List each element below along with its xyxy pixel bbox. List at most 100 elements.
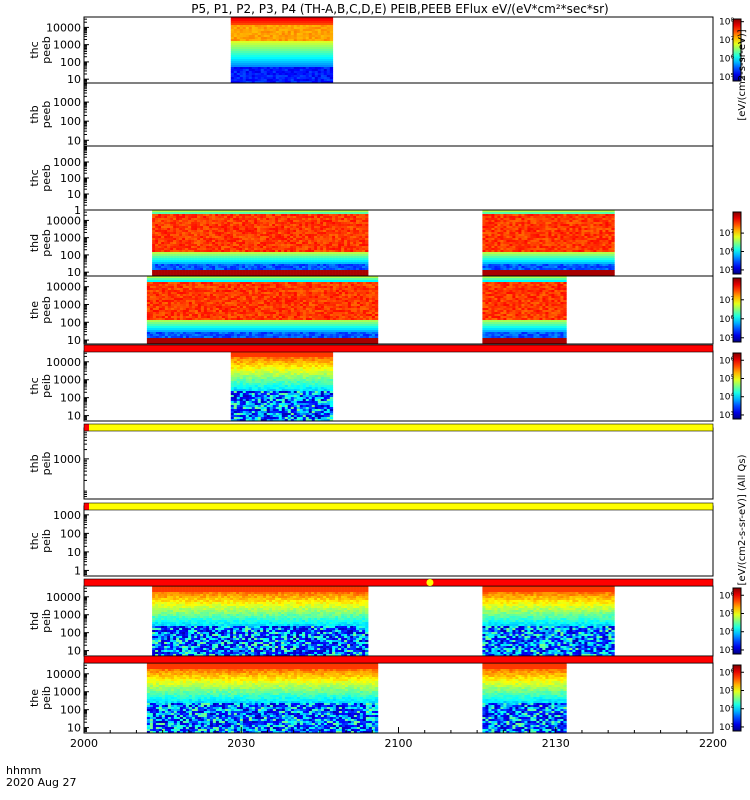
colorbar: 10⁷ 10⁶ 10⁵	[719, 277, 744, 344]
spectrogram-segment	[152, 586, 369, 657]
colorbar-tick-label: 10⁵	[719, 609, 734, 619]
x-axis: 2000 2030 2100 2130 2200	[70, 727, 727, 750]
panel-thc-peib: 10000 1000 100 10 thc peib 10⁶ 10⁵ 10⁴ 10³	[28, 350, 744, 423]
band-marker-dot	[426, 579, 434, 586]
spectrogram-segment	[482, 586, 615, 657]
panel-the-peib: 10000 1000 100 10 the peib 10⁶ 10⁵ 10⁴ 10³	[28, 662, 744, 735]
chart-title: P5, P1, P2, P3, P4 (TH-A,B,C,D,E) PEIB,P…	[191, 2, 608, 16]
colorbar-gradient	[732, 277, 742, 343]
colorbar-tick-label: 10⁶	[719, 356, 734, 366]
y-tick-label: 10000	[46, 214, 81, 227]
y-tick-label: 10000	[46, 21, 81, 34]
panel-probe-label: the	[28, 689, 41, 707]
panel-product-label: peeb	[40, 101, 53, 129]
status-band	[84, 503, 713, 510]
y-tick-label: 100	[60, 115, 81, 128]
status-band-frame	[83, 578, 714, 587]
colorbar: 10⁶ 10⁵ 10⁴ 10³	[719, 352, 744, 421]
status-band-frame	[83, 344, 714, 353]
panel-frame	[83, 505, 714, 577]
y-tick-label: 1	[74, 564, 81, 577]
panel-thd-peeb: 10000 1000 100 10 thd peeb 10⁷ 10⁶ 10⁵	[28, 209, 744, 279]
colorbar-tick-label: 10⁷	[719, 36, 734, 46]
panel-thc-peeb: 1000 100 10 1 thc peeb	[28, 145, 714, 217]
spectrogram-segment	[152, 210, 369, 277]
panel-thb-peib: 1000 thb peib	[28, 427, 714, 500]
x-tick-label: 2000	[70, 737, 98, 750]
panel-probe-label: thd	[28, 612, 41, 630]
y-tick-label: 1000	[53, 453, 81, 466]
status-band-marker	[84, 579, 89, 586]
panel-thc-peib: 1000 100 10 1 thc peib	[28, 505, 714, 577]
panel-product-label: peeb	[40, 296, 53, 324]
colorbar-tick-label: 10³	[719, 411, 734, 421]
y-tick-label: 10000	[46, 591, 81, 604]
colorbar-tick-label: 10⁴	[719, 705, 734, 715]
status-band	[84, 656, 713, 663]
panel-product-label: peib	[40, 374, 53, 398]
spectrogram-segment	[146, 276, 379, 345]
y-tick-label: 10000	[46, 281, 81, 294]
panel-the-peeb: 10000 1000 100 10 the peeb 10⁷ 10⁶ 10⁵	[28, 275, 744, 347]
panel-product-label: peib	[40, 529, 53, 553]
y-tick-label: 100	[60, 56, 81, 69]
colorbar-tick-label: 10³	[719, 723, 734, 733]
colorbar-tick-label: 10⁷	[719, 296, 734, 306]
y-tick-label: 1000	[53, 232, 81, 245]
y-tick-label: 1000	[53, 509, 81, 522]
panel-product-label: peib	[40, 686, 53, 710]
y-tick-label: 100	[60, 249, 81, 262]
y-tick-label: 10	[67, 334, 81, 347]
y-tick-label: 1000	[53, 686, 81, 699]
y-tick-label: 10	[67, 546, 81, 559]
x-tick-label: 2200	[699, 737, 727, 750]
colorbar-tick-label: 10⁵	[719, 73, 734, 83]
colorbar-tick-label: 10⁵	[719, 334, 734, 344]
colorbar-tick-label: 10⁶	[719, 55, 734, 65]
spectrogram-segment	[482, 210, 615, 277]
y-tick-label: 10	[67, 188, 81, 201]
status-band-marker	[84, 345, 89, 352]
panel-product-label: peeb	[40, 164, 53, 192]
status-band	[84, 424, 713, 431]
colorbar-tick-label: 10⁵	[719, 686, 734, 696]
x-tick-label: 2030	[227, 737, 255, 750]
y-tick-label: 100	[60, 392, 81, 405]
status-band-marker	[84, 503, 89, 510]
status-band	[84, 345, 713, 352]
colorbar-gradient	[732, 211, 742, 275]
panel-probe-label: the	[28, 301, 41, 319]
spectrogram-segment	[230, 351, 334, 422]
colorbar-tick-label: 10⁶	[719, 591, 734, 601]
status-band-frame	[83, 423, 714, 432]
x-tick-label: 2130	[542, 737, 570, 750]
status-band-marker	[84, 424, 89, 431]
y-tick-label: 10	[67, 645, 81, 658]
y-tick-label: 10	[67, 722, 81, 735]
side-label-ee: [eV/(cm2-s-sr-eV)]	[737, 29, 748, 120]
colorbar-tick-label: 10⁵	[719, 266, 734, 276]
y-tick-label: 100	[60, 627, 81, 640]
colorbar-tick-label: 10⁴	[719, 628, 734, 638]
colorbar-gradient	[732, 352, 742, 420]
colorbar-tick-label: 10⁵	[719, 374, 734, 384]
panel-thc-peeb: 10000 1000 100 10 thc peeb 10⁸ 10⁷ 10⁶ 10⁵	[28, 16, 744, 86]
colorbar: 10⁸ 10⁷ 10⁶ 10⁵	[719, 18, 744, 83]
side-label-ion: [eV/(cm2-s-sr-eV)] (All Qs)	[737, 454, 748, 585]
panel-probe-label: thc	[28, 377, 41, 394]
panel-probe-label: thd	[28, 234, 41, 252]
y-tick-label: 10	[67, 266, 81, 279]
y-tick-label: 100	[60, 172, 81, 185]
panel-probe-label: thc	[28, 169, 41, 186]
y-tick-label: 100	[60, 527, 81, 540]
panel-probe-label: thb	[28, 454, 41, 472]
status-band-marker	[84, 656, 89, 663]
panel-thb-peeb: 1000 100 10 thb peeb	[28, 82, 714, 147]
colorbar-gradient	[732, 587, 742, 655]
status-band	[84, 579, 713, 586]
x-axis-label-hhmm: hhmm	[6, 764, 41, 777]
colorbar-gradient	[732, 18, 742, 82]
panel-product-label: peeb	[40, 36, 53, 64]
y-tick-label: 10	[67, 73, 81, 86]
